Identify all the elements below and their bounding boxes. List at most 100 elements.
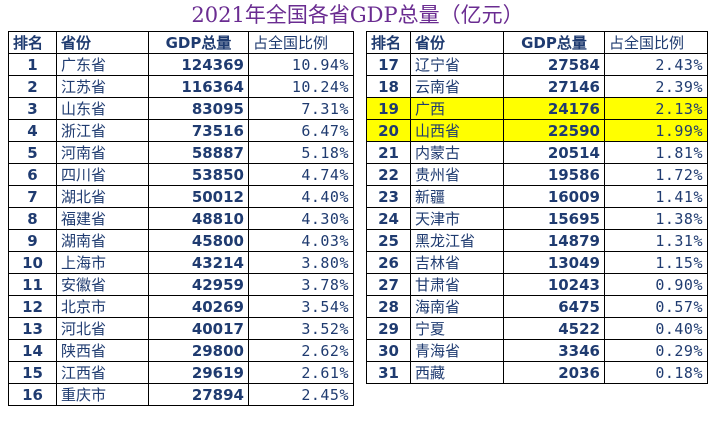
cell-share: 2.13% (604, 97, 708, 120)
cell-gdp: 43214 (148, 251, 249, 274)
gdp-table-left: 排名 省份 GDP总量 占全国比例 1 广东省 124369 10.94% 2 江苏省 11… (8, 31, 354, 406)
table-row: 22 贵州省 19586 1.72% (366, 163, 708, 186)
table-row: 26 吉林省 13049 1.15% (366, 251, 708, 274)
table-row: 4 浙江省 73516 6.47% (8, 119, 354, 142)
cell-gdp: 124369 (148, 53, 249, 76)
cell-share: 0.18% (604, 361, 708, 384)
cell-share: 4.40% (248, 185, 354, 208)
cell-province: 山东省 (56, 97, 149, 120)
cell-share: 10.24% (248, 75, 354, 98)
cell-gdp: 13049 (503, 251, 605, 274)
cell-rank: 7 (8, 185, 57, 208)
cell-share: 2.43% (604, 53, 708, 76)
cell-gdp: 24176 (503, 97, 605, 120)
cell-gdp: 45800 (148, 229, 249, 252)
cell-province: 重庆市 (56, 383, 149, 406)
cell-province: 四川省 (56, 163, 149, 186)
cell-rank: 11 (8, 273, 57, 296)
table-row: 9 湖南省 45800 4.03% (8, 229, 354, 252)
cell-rank: 29 (366, 317, 411, 340)
table-row: 15 江西省 29619 2.61% (8, 361, 354, 384)
cell-rank: 17 (366, 53, 411, 76)
cell-province: 内蒙古 (410, 141, 504, 164)
cell-share: 3.52% (248, 317, 354, 340)
cell-share: 2.39% (604, 75, 708, 98)
cell-share: 0.57% (604, 295, 708, 318)
table-row: 6 四川省 53850 4.74% (8, 163, 354, 186)
table-row: 14 陕西省 29800 2.62% (8, 339, 354, 362)
cell-share: 2.62% (248, 339, 354, 362)
table-row: 5 河南省 58887 5.18% (8, 141, 354, 164)
cell-rank: 30 (366, 339, 411, 362)
cell-province: 北京市 (56, 295, 149, 318)
cell-province: 河南省 (56, 141, 149, 164)
cell-rank: 21 (366, 141, 411, 164)
cell-gdp: 2036 (503, 361, 605, 384)
cell-province: 吉林省 (410, 251, 504, 274)
table-row: 7 湖北省 50012 4.40% (8, 185, 354, 208)
table-row: 29 宁夏 4522 0.40% (366, 317, 708, 340)
page-title: 2021年全国各省GDP总量（亿元） (191, 3, 524, 27)
cell-share: 2.45% (248, 383, 354, 406)
cell-rank: 5 (8, 141, 57, 164)
table-row: 8 福建省 48810 4.30% (8, 207, 354, 230)
cell-province: 宁夏 (410, 317, 504, 340)
cell-province: 广西 (410, 97, 504, 120)
cell-province: 上海市 (56, 251, 149, 274)
table-body-left: 1 广东省 124369 10.94% 2 江苏省 116364 10.24% 3 山东省 8309… (8, 53, 354, 406)
cell-rank: 4 (8, 119, 57, 142)
cell-share: 5.18% (248, 141, 354, 164)
header-gdp: GDP总量 (148, 31, 249, 54)
cell-gdp: 48810 (148, 207, 249, 230)
cell-gdp: 19586 (503, 163, 605, 186)
table-row: 1 广东省 124369 10.94% (8, 53, 354, 76)
cell-gdp: 4522 (503, 317, 605, 340)
cell-share: 3.80% (248, 251, 354, 274)
cell-share: 0.40% (604, 317, 708, 340)
cell-share: 1.81% (604, 141, 708, 164)
cell-province: 河北省 (56, 317, 149, 340)
cell-province: 黑龙江省 (410, 229, 504, 252)
cell-province: 福建省 (56, 207, 149, 230)
table-row: 24 天津市 15695 1.38% (366, 207, 708, 230)
cell-rank: 24 (366, 207, 411, 230)
cell-gdp: 22590 (503, 119, 605, 142)
cell-gdp: 6475 (503, 295, 605, 318)
cell-rank: 6 (8, 163, 57, 186)
cell-share: 1.38% (604, 207, 708, 230)
cell-province: 江苏省 (56, 75, 149, 98)
cell-gdp: 27146 (503, 75, 605, 98)
cell-share: 3.54% (248, 295, 354, 318)
header-share: 占全国比例 (604, 31, 708, 54)
cell-province: 广东省 (56, 53, 149, 76)
header-rank: 排名 (8, 31, 57, 54)
cell-rank: 31 (366, 361, 411, 384)
table-row: 31 西藏 2036 0.18% (366, 361, 708, 384)
table-row: 30 青海省 3346 0.29% (366, 339, 708, 362)
header-province: 省份 (56, 31, 149, 54)
cell-gdp: 20514 (503, 141, 605, 164)
cell-share: 7.31% (248, 97, 354, 120)
cell-rank: 14 (8, 339, 57, 362)
cell-share: 6.47% (248, 119, 354, 142)
header-rank: 排名 (366, 31, 411, 54)
table-row: 25 黑龙江省 14879 1.31% (366, 229, 708, 252)
cell-province: 湖北省 (56, 185, 149, 208)
cell-rank: 25 (366, 229, 411, 252)
cell-gdp: 16009 (503, 185, 605, 208)
cell-share: 2.61% (248, 361, 354, 384)
cell-share: 3.78% (248, 273, 354, 296)
cell-province: 陕西省 (56, 339, 149, 362)
table-row: 11 安徽省 42959 3.78% (8, 273, 354, 296)
cell-share: 0.29% (604, 339, 708, 362)
cell-share: 1.72% (604, 163, 708, 186)
cell-rank: 3 (8, 97, 57, 120)
table-header-row: 排名 省份 GDP总量 占全国比例 (8, 31, 354, 54)
table-row: 23 新疆 16009 1.41% (366, 185, 708, 208)
cell-gdp: 83095 (148, 97, 249, 120)
cell-rank: 12 (8, 295, 57, 318)
cell-province: 天津市 (410, 207, 504, 230)
table-row: 2 江苏省 116364 10.24% (8, 75, 354, 98)
table-header-row: 排名 省份 GDP总量 占全国比例 (366, 31, 708, 54)
cell-province: 海南省 (410, 295, 504, 318)
